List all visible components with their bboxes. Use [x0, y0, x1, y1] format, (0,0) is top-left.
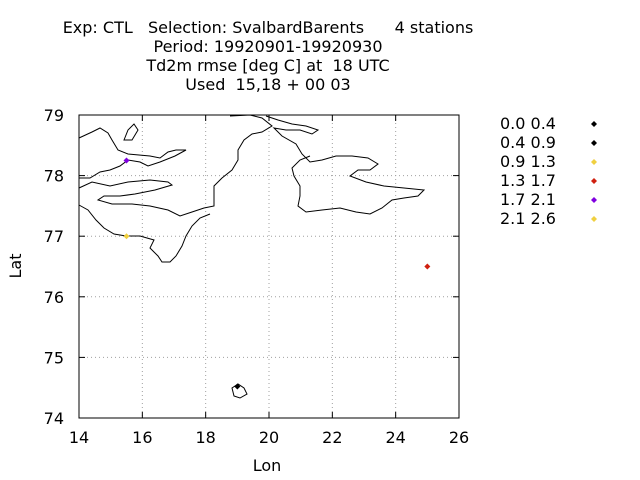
data-point [424, 263, 431, 270]
x-tick-label: 20 [259, 428, 279, 447]
coastline-nordaustlandet [265, 115, 426, 215]
coastlines [78, 114, 426, 399]
chart-title: Exp: CTL Selection: SvalbardBarents 4 st… [0, 18, 536, 94]
x-tick-label: 24 [385, 428, 405, 447]
title-line-used: Used 15,18 + 00 03 [185, 75, 351, 94]
legend-marker [591, 140, 597, 146]
plot-frame [78, 114, 460, 419]
grid-lines [79, 115, 459, 418]
x-axis-label: Lon [253, 456, 282, 475]
y-tick-label: 78 [44, 167, 64, 186]
title-line-experiment: Exp: CTL Selection: SvalbardBarents 4 st… [62, 18, 474, 37]
x-tick-label: 18 [195, 428, 215, 447]
legend-marker [591, 178, 597, 184]
y-axis-label: Lat [6, 254, 25, 279]
legend-marker [591, 159, 597, 165]
coastline-spitsbergen-central [78, 114, 273, 217]
legend-marker [591, 121, 597, 127]
axes: 14 16 18 20 22 24 26 74 75 76 77 78 79 [44, 106, 470, 447]
x-tick-label: 22 [322, 428, 342, 447]
y-tick-label: 76 [44, 288, 64, 307]
coastline-prins-karls [123, 123, 139, 141]
coastline-spitsbergen-south [78, 204, 211, 263]
y-tick-label: 75 [44, 348, 64, 367]
x-tick-label: 16 [132, 428, 152, 447]
coastline-spitsbergen-west [78, 127, 187, 179]
legend-marker [591, 197, 597, 203]
x-tick-label: 26 [449, 428, 469, 447]
legend-label: 1.7 2.1 [500, 190, 556, 209]
legend-label: 2.1 2.6 [500, 209, 556, 228]
data-point [234, 383, 241, 390]
legend-label: 0.0 0.4 [500, 114, 556, 133]
legend: 0.0 0.40.4 0.90.9 1.31.3 1.71.7 2.12.1 2… [500, 114, 597, 228]
legend-marker [591, 216, 597, 222]
legend-label: 1.3 1.7 [500, 171, 556, 190]
coastline-bjornoya [231, 383, 248, 399]
data-point [123, 157, 130, 164]
title-line-variable: Td2m rmse [deg C] at 18 UTC [146, 56, 390, 75]
y-tick-label: 79 [44, 106, 64, 125]
data-points [123, 157, 431, 390]
data-point [123, 233, 130, 240]
x-tick-label: 14 [69, 428, 89, 447]
legend-label: 0.4 0.9 [500, 133, 556, 152]
y-tick-label: 77 [44, 227, 64, 246]
legend-label: 0.9 1.3 [500, 152, 556, 171]
y-tick-label: 74 [44, 409, 64, 428]
title-line-period: Period: 19920901-19920930 [153, 37, 383, 56]
